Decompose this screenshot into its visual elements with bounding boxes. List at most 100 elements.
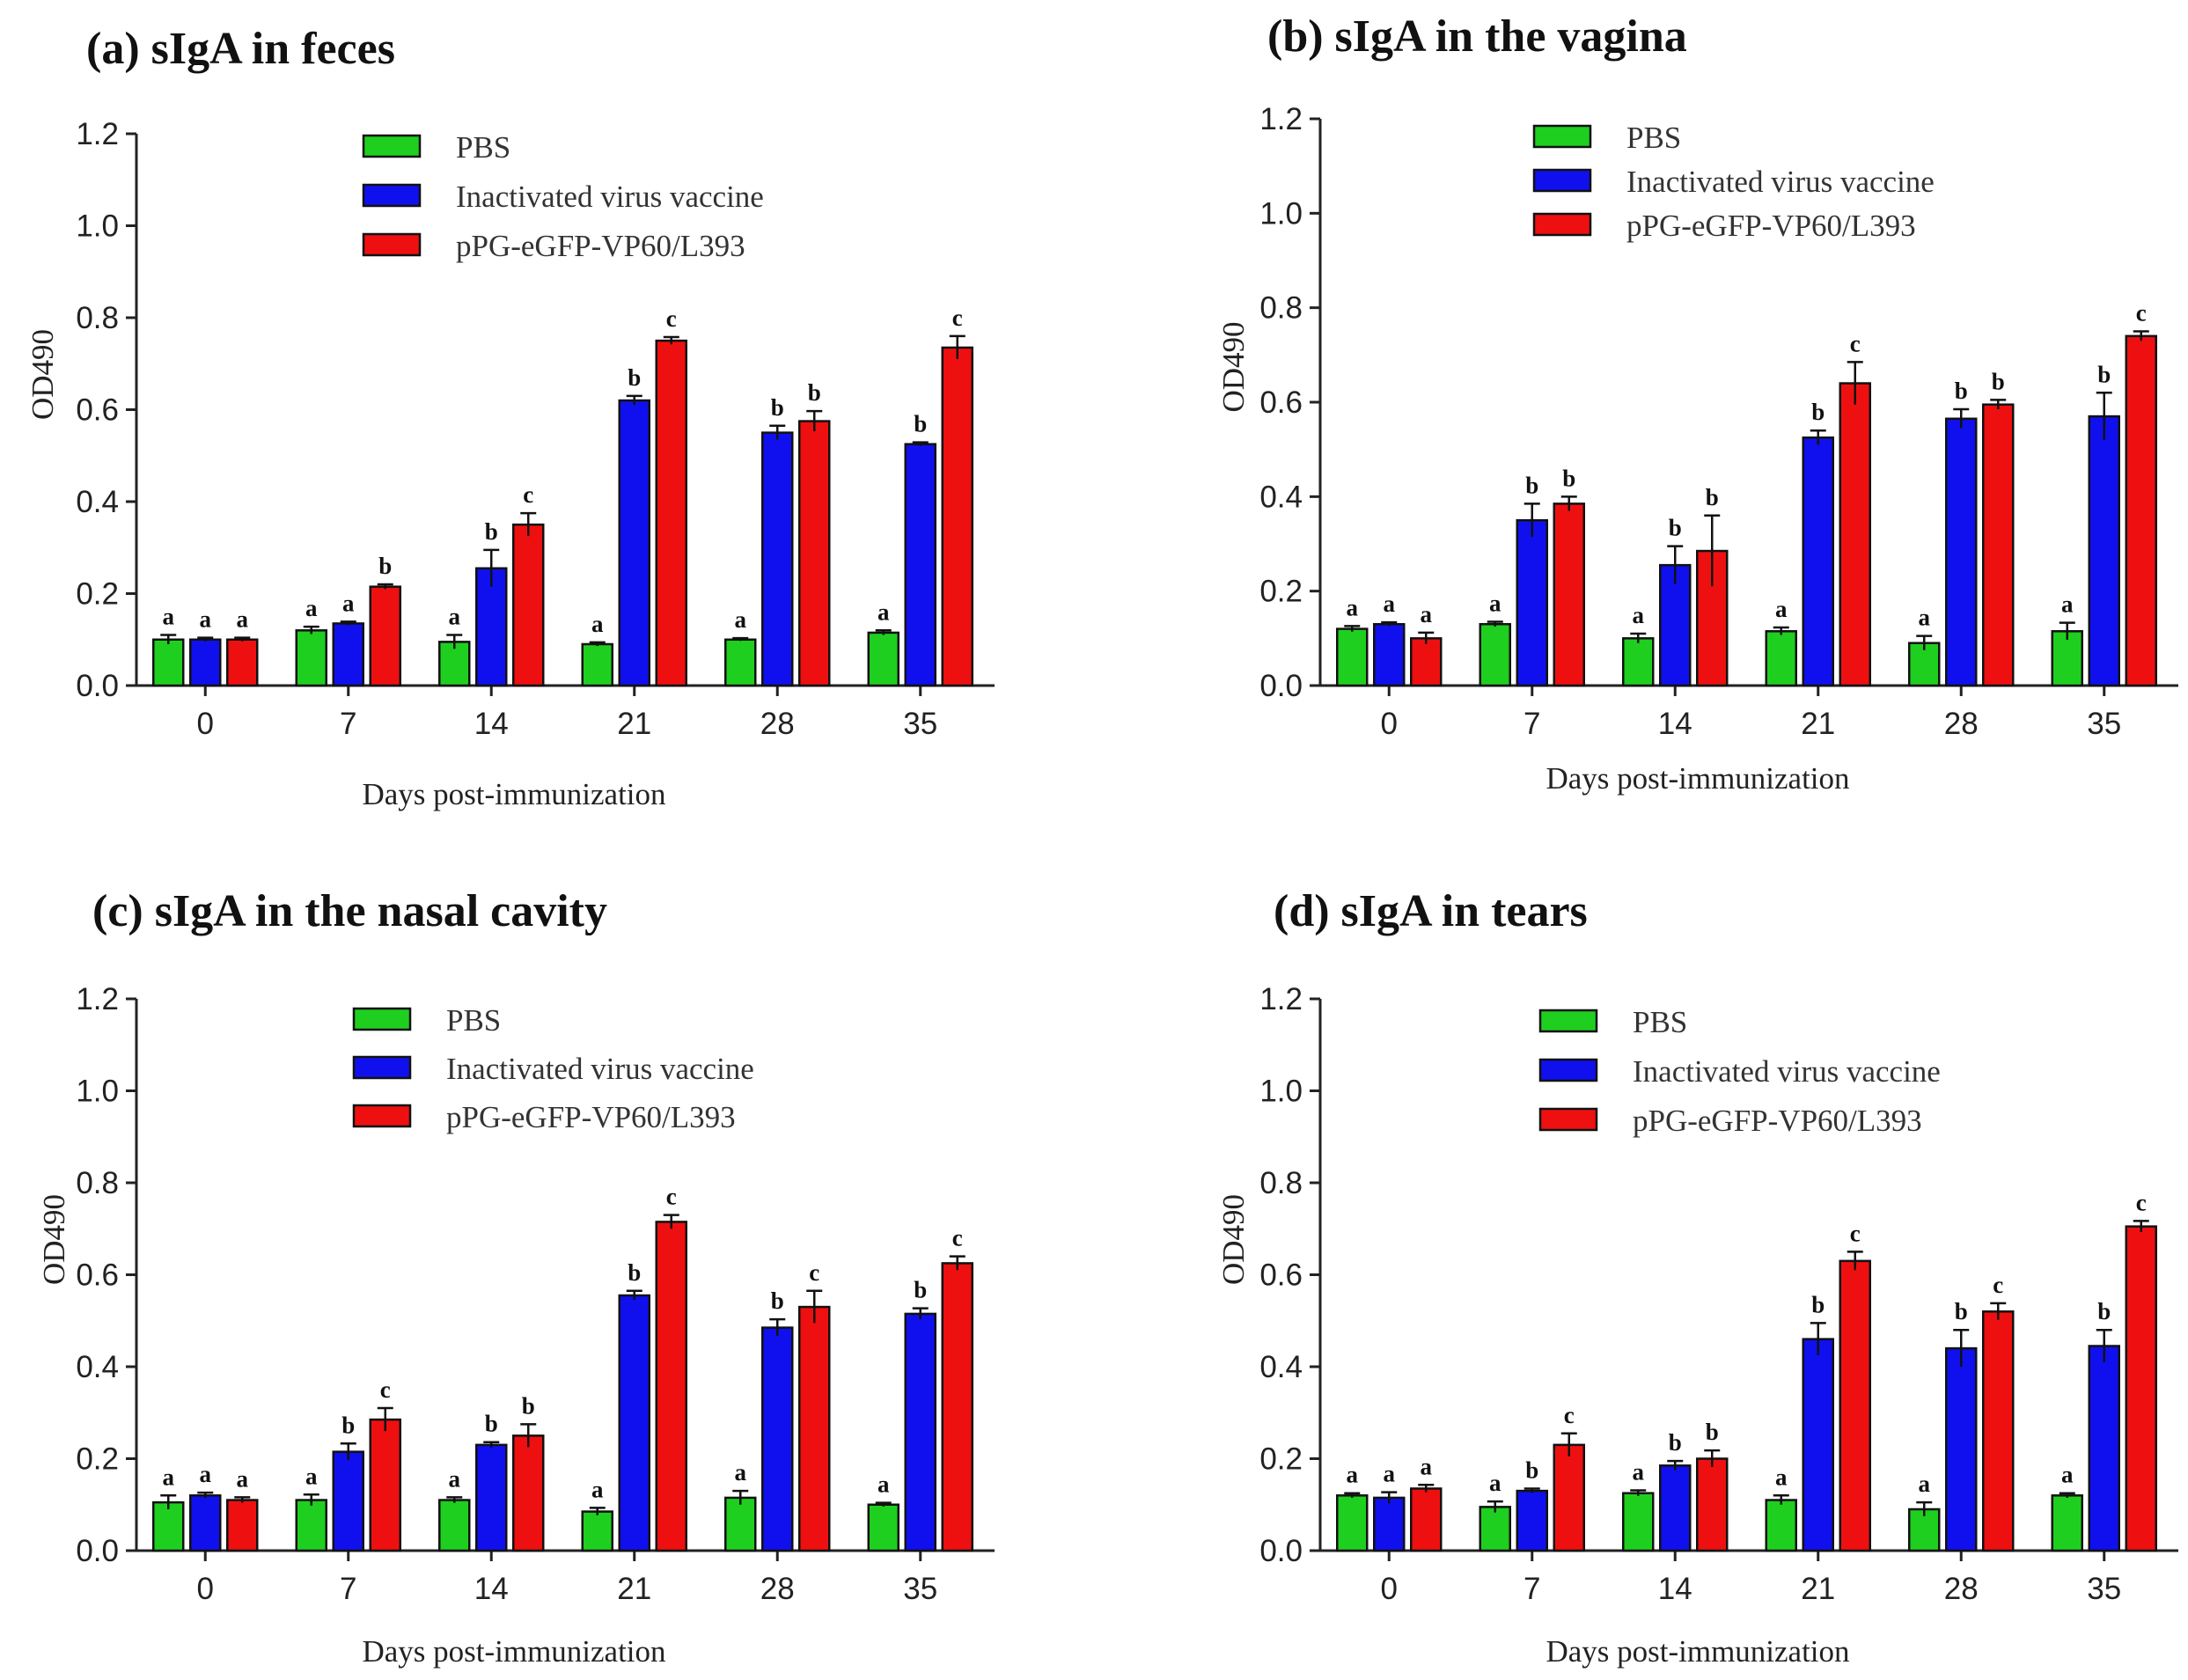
significance-letter: a <box>1421 1453 1433 1479</box>
y-axis-label: OD490 <box>1216 321 1251 412</box>
bar-inactivated <box>904 1312 936 1552</box>
bar-pbs <box>867 631 899 687</box>
bar-inactivated <box>618 1294 650 1552</box>
legend-swatch-pbs <box>1538 1009 1598 1033</box>
chart-panel-b: (b) sIgA in the vagina 0.0 0.2 0.4 0.6 0.8 1.0… <box>1216 11 2178 796</box>
x-tick-label: 28 <box>1944 707 1979 741</box>
significance-letter: b <box>628 1259 641 1286</box>
bar-pbs <box>1622 1492 1655 1552</box>
bar-inactivated <box>1945 1346 1978 1552</box>
significance-letter: a <box>1421 601 1433 627</box>
legend-label-ppg: pPG-eGFP-VP60/L393 <box>1626 209 1916 243</box>
x-tick-label: 0 <box>1381 1572 1398 1606</box>
significance-letter: a <box>1489 591 1501 617</box>
x-tick-label: 7 <box>1524 1572 1540 1606</box>
bar-ppg <box>226 638 259 687</box>
legend-label-pbs: PBS <box>446 1003 501 1038</box>
significance-letter: a <box>237 1465 249 1492</box>
bar-pbs <box>1479 1506 1511 1552</box>
y-tick-label: 0.4 <box>1259 1350 1303 1384</box>
legend-swatch-ppg <box>1538 1107 1598 1132</box>
bar-pbs <box>438 641 471 687</box>
legend-label-inactivated: Inactivated virus vaccine <box>446 1052 754 1086</box>
bar-ppg <box>655 339 687 687</box>
y-tick-label: 1.2 <box>1259 102 1303 136</box>
significance-letter: a <box>200 1461 212 1487</box>
bar-pbs <box>1765 1499 1797 1552</box>
legend-swatch-pbs <box>362 134 422 158</box>
significance-letter: a <box>877 598 890 625</box>
x-axis-label: Days post-immunization <box>362 777 665 811</box>
significance-letter: a <box>2061 1462 2074 1488</box>
significance-letter: b <box>1669 1429 1682 1456</box>
significance-letter: c <box>380 1376 391 1403</box>
bar-ppg <box>1982 1310 2015 1552</box>
significance-letter: a <box>591 611 604 637</box>
bar-ppg <box>1553 503 1585 687</box>
bar-pbs <box>2051 630 2083 687</box>
x-tick-label: 21 <box>617 1572 651 1606</box>
chart-panel-d: (d) sIgA in tears 0.0 0.2 0.4 0.6 0.8 1.0 1.2 OD… <box>1216 886 2178 1669</box>
bar-ppg <box>1696 1457 1729 1552</box>
legend-swatch-ppg <box>362 232 422 257</box>
bar-pbs <box>1622 637 1655 687</box>
significance-letter: a <box>342 590 355 616</box>
bar-ppg <box>512 523 545 687</box>
significance-letter: a <box>449 1465 461 1492</box>
significance-letter: a <box>305 1463 318 1489</box>
bar-ppg <box>1410 1487 1443 1552</box>
y-axis-label: OD490 <box>26 329 60 420</box>
bar-pbs <box>1479 622 1511 687</box>
bar-inactivated <box>475 567 508 687</box>
legend-label-inactivated: Inactivated virus vaccine <box>1626 165 1935 199</box>
bar-pbs <box>2051 1494 2083 1552</box>
x-axis-label: Days post-immunization <box>1546 761 1849 796</box>
significance-letter: b <box>1669 515 1682 541</box>
y-tick-label: 0.4 <box>1259 480 1303 514</box>
bar-inactivated <box>618 399 650 687</box>
y-tick-label: 0.8 <box>76 1166 119 1200</box>
significance-letter: c <box>1850 1220 1861 1246</box>
bar-inactivated <box>332 622 364 687</box>
y-tick-label: 1.0 <box>1259 1075 1303 1109</box>
significance-letter: a <box>200 606 212 633</box>
chart-title-b: (b) sIgA in the vagina <box>1267 11 1687 62</box>
chart-title-c: (c) sIgA in the nasal cavity <box>92 886 607 936</box>
bar-inactivated <box>475 1443 508 1552</box>
y-tick-label: 1.0 <box>76 209 119 244</box>
y-axis-label: OD490 <box>1216 1194 1251 1285</box>
legend-label-pbs: PBS <box>1626 121 1681 155</box>
bar-inactivated <box>1516 1489 1548 1552</box>
bar-ppg <box>655 1221 687 1552</box>
significance-letter: b <box>341 1412 355 1438</box>
significance-letter: b <box>914 1277 927 1303</box>
x-tick-label: 21 <box>1801 707 1835 741</box>
significance-letter: b <box>1525 1456 1538 1483</box>
legend-label-ppg: pPG-eGFP-VP60/L393 <box>446 1100 736 1134</box>
y-tick-label: 1.2 <box>1259 982 1303 1016</box>
x-tick-label: 35 <box>903 707 937 741</box>
x-tick-label: 35 <box>903 1572 937 1606</box>
bar-inactivated <box>2088 1345 2120 1552</box>
x-axis-label: Days post-immunization <box>362 1634 665 1669</box>
y-tick-label: 0.2 <box>1259 575 1303 609</box>
y-tick-label: 1.2 <box>76 117 119 151</box>
y-tick-label: 1.0 <box>76 1075 119 1109</box>
significance-letter: b <box>1955 1298 1968 1324</box>
y-tick-label: 0.0 <box>76 669 119 703</box>
legend-swatch-pbs <box>1532 124 1592 149</box>
legend-label-inactivated: Inactivated virus vaccine <box>1633 1054 1941 1089</box>
significance-letter: a <box>1775 596 1788 622</box>
significance-letter: c <box>809 1259 819 1286</box>
significance-letter: a <box>1919 1471 1931 1497</box>
legend-swatch-inactivated <box>352 1055 412 1080</box>
significance-letter: c <box>523 481 533 508</box>
significance-letter: a <box>163 604 175 630</box>
significance-letter: a <box>1633 1459 1645 1486</box>
significance-letter: b <box>1992 368 2005 394</box>
bar-ppg <box>941 346 973 687</box>
significance-letter: a <box>1775 1464 1788 1490</box>
significance-letter: b <box>914 411 927 437</box>
bar-inactivated <box>1373 622 1406 687</box>
bar-ppg <box>369 1418 401 1552</box>
